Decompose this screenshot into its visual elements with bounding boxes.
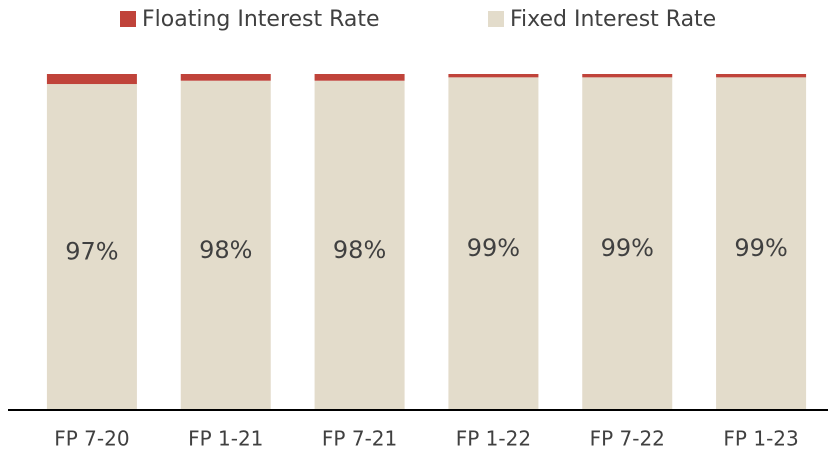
x-tick-label: FP 7-20	[54, 427, 129, 451]
legend-label: Floating Interest Rate	[142, 7, 380, 32]
legend-label: Fixed Interest Rate	[510, 7, 716, 32]
legend-swatch	[488, 11, 504, 27]
bar-segment	[314, 74, 405, 81]
bar-segment	[180, 74, 271, 81]
bar-segment	[448, 77, 539, 409]
bar-segment	[314, 80, 405, 409]
x-tick-label: FP 7-22	[590, 427, 665, 451]
bar-segment	[716, 74, 807, 78]
bar-segment	[716, 77, 807, 409]
data-label: 99%	[467, 234, 520, 262]
bar-segment	[582, 74, 673, 78]
legend-swatch	[120, 11, 136, 27]
bar-segment	[582, 77, 673, 409]
x-tick-label: FP 1-23	[723, 427, 798, 451]
data-label: 99%	[734, 234, 787, 262]
bar-segment	[46, 74, 137, 85]
data-label: 97%	[65, 238, 118, 266]
x-tick-label: FP 1-22	[456, 427, 531, 451]
data-label: 98%	[199, 236, 252, 264]
x-tick-label: FP 1-21	[188, 427, 263, 451]
bar-segment	[46, 84, 137, 410]
bar-segment	[180, 80, 271, 409]
x-tick-label: FP 7-21	[322, 427, 397, 451]
data-label: 99%	[601, 234, 654, 262]
bar-segment	[448, 74, 539, 78]
data-label: 98%	[333, 236, 386, 264]
